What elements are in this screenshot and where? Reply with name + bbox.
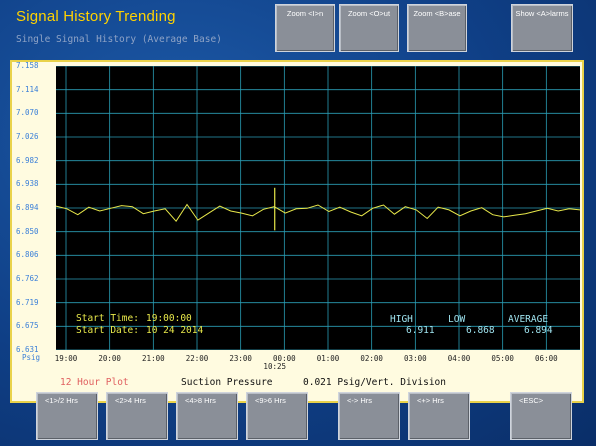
zoom-in-label: Zoom <I>n <box>286 9 324 18</box>
low-label: LOW <box>448 314 466 325</box>
twenty-four-hour-button[interactable]: <2>4 Hrs <box>106 392 168 440</box>
half-hour-label: <1>/2 Hrs <box>45 396 78 405</box>
x-tick-label: 22:00 <box>185 354 209 363</box>
zoom-base-label: Zoom <B>ase <box>413 9 461 18</box>
x-tick-label: 00:00 <box>273 354 296 363</box>
half-hour-button[interactable]: <1>/2 Hrs <box>36 392 98 440</box>
ninety-six-hour-button[interactable]: <9>6 Hrs <box>246 392 308 440</box>
y-tick-label: 6.894 <box>16 203 39 212</box>
x-tick-label: 06:00 <box>535 354 558 363</box>
plot-span-label: 12 Hour Plot <box>60 377 129 388</box>
forty-eight-hour-button[interactable]: <4>8 Hrs <box>176 392 238 440</box>
x-tick-label: 02:00 <box>360 354 383 363</box>
start-time-label: Start Time: <box>76 313 139 324</box>
start-date-value: 10 24 2014 <box>146 325 204 336</box>
x-tick-label: 20:00 <box>98 354 121 363</box>
decrease-hours-button[interactable]: <-> Hrs <box>338 392 400 440</box>
average-label: AVERAGE <box>508 314 549 325</box>
escape-button[interactable]: <ESC> <box>510 392 572 440</box>
y-tick-label: 6.631 <box>16 345 39 354</box>
y-tick-label: 6.982 <box>16 155 39 165</box>
increase-hours-label: <+> Hrs <box>417 396 444 405</box>
y-unit-label: Psig <box>22 353 41 362</box>
start-time-value: 19:00:00 <box>146 313 192 324</box>
y-tick-label: 6.938 <box>16 179 39 189</box>
start-date-label: Start Date: <box>76 325 139 336</box>
y-tick-label: 6.762 <box>16 274 39 283</box>
division-label: 0.021 Psig/Vert. Division <box>303 377 446 388</box>
x-tick-label: 03:00 <box>404 354 427 363</box>
y-tick-label: 7.026 <box>16 132 39 141</box>
zoom-base-button[interactable]: Zoom <B>ase <box>407 4 467 52</box>
y-tick-label: 6.850 <box>16 226 39 236</box>
x-tick-label: 19:00 <box>54 354 78 363</box>
page-subtitle: Single Signal History (Average Base) <box>16 34 222 45</box>
y-tick-label: 7.158 <box>16 61 39 70</box>
y-tick-label: 6.675 <box>16 321 39 331</box>
x-tick-label: 21:00 <box>142 354 165 363</box>
zoom-out-button[interactable]: Zoom <O>ut <box>339 4 399 52</box>
y-tick-label: 7.070 <box>16 108 39 118</box>
show-alarms-label: Show <A>larms <box>515 9 569 18</box>
y-tick-label: 6.719 <box>16 297 39 307</box>
page-title: Signal History Trending <box>16 8 176 25</box>
average-value: 6.894 <box>524 325 553 336</box>
x-tick-label: 05:00 <box>491 354 514 363</box>
y-tick-label: 7.114 <box>16 84 39 94</box>
forty-eight-hour-label: <4>8 Hrs <box>185 396 216 405</box>
escape-label: <ESC> <box>519 396 544 405</box>
high-value: 6.911 <box>406 325 435 336</box>
increase-hours-button[interactable]: <+> Hrs <box>408 392 470 440</box>
zoom-in-button[interactable]: Zoom <I>n <box>275 4 335 52</box>
y-tick-label: 6.806 <box>16 250 39 260</box>
signal-trace <box>56 203 580 223</box>
x-tick-label: 23:00 <box>229 354 252 363</box>
x-tick-label: 01:00 <box>316 354 340 363</box>
trend-chart[interactable] <box>56 66 580 350</box>
twenty-four-hour-label: <2>4 Hrs <box>115 396 146 405</box>
signal-name: Suction Pressure <box>181 377 273 388</box>
x-tick-label: 04:00 <box>447 354 471 363</box>
ninety-six-hour-label: <9>6 Hrs <box>255 396 286 405</box>
high-label: HIGH <box>390 314 413 325</box>
show-alarms-button[interactable]: Show <A>larms <box>511 4 573 52</box>
cursor-time-label: 10:25 <box>263 362 287 371</box>
decrease-hours-label: <-> Hrs <box>347 396 373 405</box>
low-value: 6.868 <box>466 325 495 336</box>
zoom-out-label: Zoom <O>ut <box>347 9 391 18</box>
